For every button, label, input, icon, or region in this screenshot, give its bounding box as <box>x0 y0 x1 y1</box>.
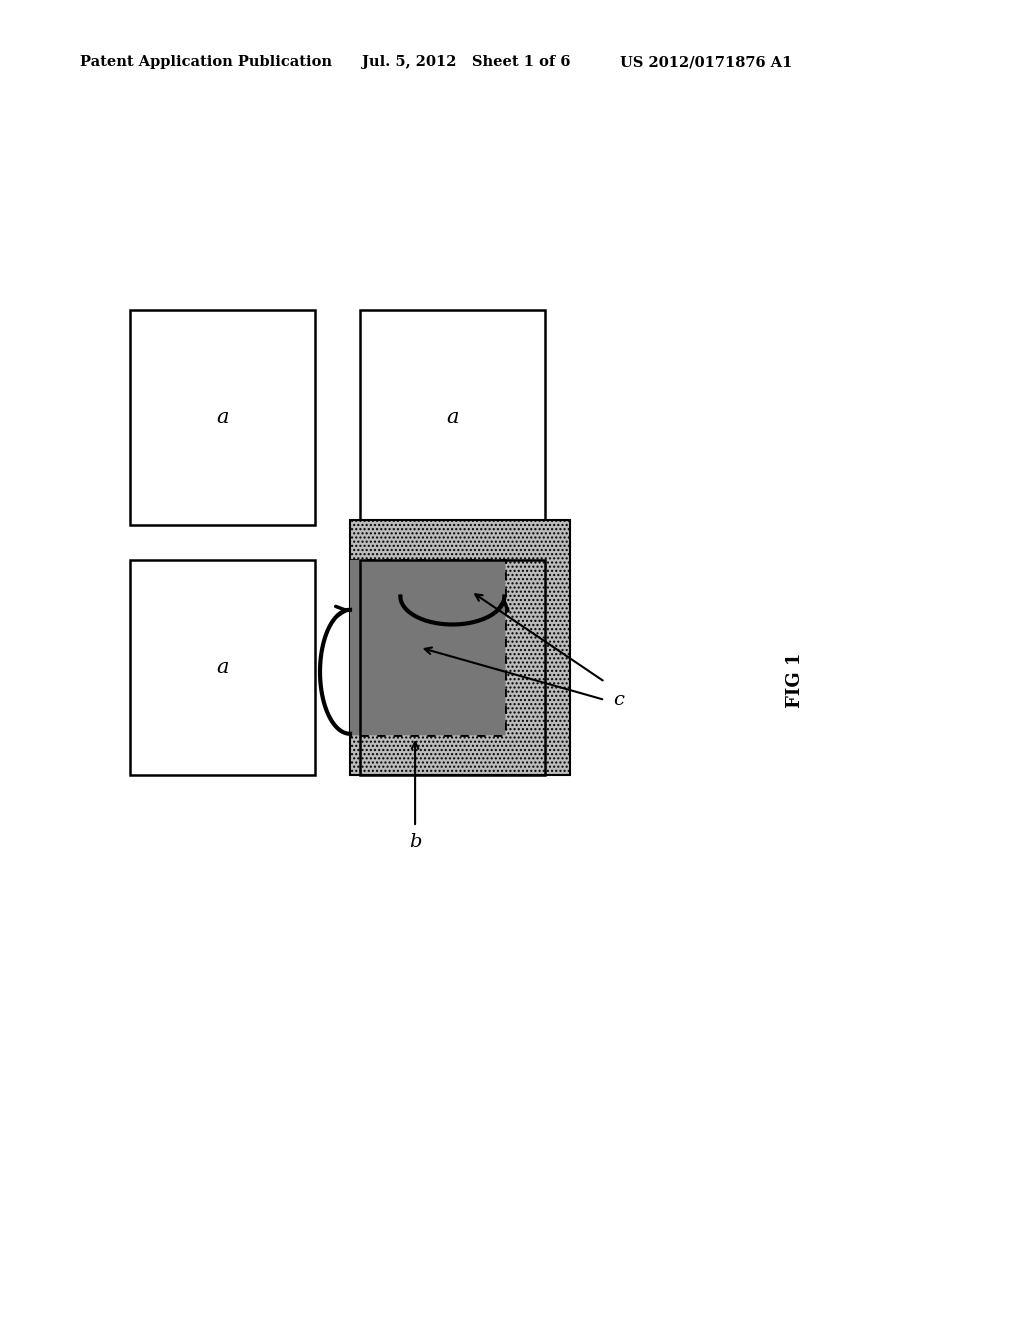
Bar <box>130 560 315 775</box>
Bar <box>130 310 315 525</box>
Bar <box>360 560 545 775</box>
Text: a: a <box>446 408 459 426</box>
Bar <box>350 520 570 775</box>
Text: Jul. 5, 2012   Sheet 1 of 6: Jul. 5, 2012 Sheet 1 of 6 <box>362 55 570 69</box>
Text: FIG 1: FIG 1 <box>786 652 804 708</box>
Bar <box>350 560 505 735</box>
Text: US 2012/0171876 A1: US 2012/0171876 A1 <box>620 55 793 69</box>
Bar <box>350 560 505 735</box>
Text: Patent Application Publication: Patent Application Publication <box>80 55 332 69</box>
Text: a: a <box>216 408 228 426</box>
Text: a: a <box>216 657 228 677</box>
Text: b: b <box>409 833 421 851</box>
Bar <box>360 310 545 525</box>
Text: c: c <box>613 690 624 709</box>
